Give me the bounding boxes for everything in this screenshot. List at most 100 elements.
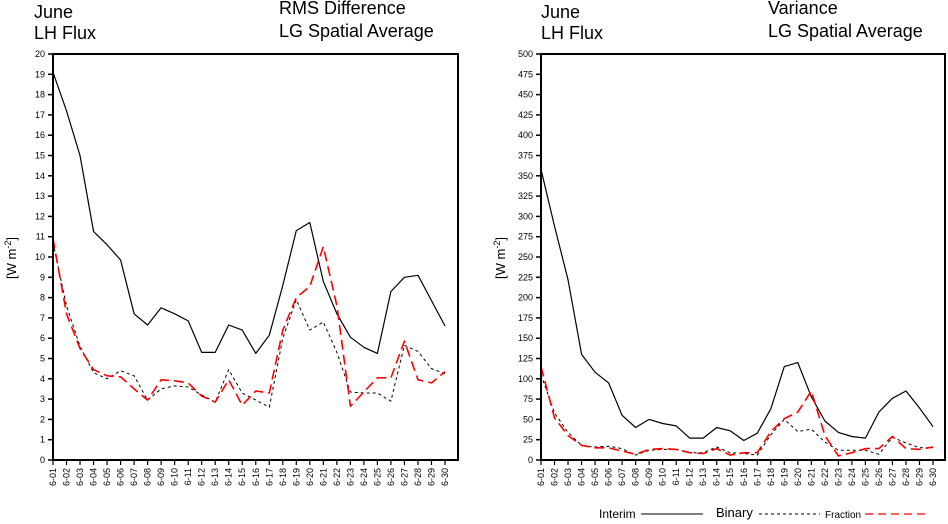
y-tick-label: 25	[523, 435, 533, 445]
x-tick-label: 6-26	[386, 468, 396, 486]
x-tick-label: 6-22	[332, 468, 342, 486]
y-tick-label: 425	[518, 110, 533, 120]
panel-2-title-left-line-1: June	[541, 2, 580, 22]
x-tick-label: 6-19	[291, 468, 301, 486]
x-tick-label: 6-14	[712, 468, 722, 486]
y-tick-label: 50	[523, 414, 533, 424]
panel-1-plot-frame	[52, 53, 459, 461]
series-line-interim	[540, 169, 934, 442]
x-tick-label: 6-18	[766, 468, 776, 486]
y-tick-label: 350	[518, 171, 533, 181]
x-tick-label: 6-01	[48, 468, 58, 486]
series-line-fraction	[540, 366, 934, 457]
x-tick-label: 6-26	[874, 468, 884, 486]
y-tick-label: 275	[518, 232, 533, 242]
y-tick-label: 300	[518, 211, 533, 221]
panel-1-title-right-line-2: LG Spatial Average	[279, 21, 434, 41]
panel-2-title-right-line-1: Variance	[768, 0, 838, 18]
series-line-binary	[52, 242, 446, 408]
x-tick-label: 6-28	[901, 468, 911, 486]
panel-2-plot-frame	[540, 53, 946, 461]
panel-1-ylabel-sup: -2	[3, 241, 13, 249]
x-tick-label: 6-20	[793, 468, 803, 486]
x-tick-label: 6-12	[197, 468, 207, 486]
x-tick-label: 6-29	[914, 468, 924, 486]
x-tick-label: 6-17	[752, 468, 762, 486]
y-tick-label: 12	[35, 211, 45, 221]
x-tick-label: 6-07	[617, 468, 627, 486]
x-tick-label: 6-16	[251, 468, 261, 486]
y-tick-label: 225	[518, 272, 533, 282]
x-tick-label: 6-13	[210, 468, 220, 486]
x-tick-label: 6-15	[237, 468, 247, 486]
x-tick-label: 6-27	[887, 468, 897, 486]
x-tick-label: 6-19	[779, 468, 789, 486]
legend: Interim Binary Fraction	[599, 505, 930, 521]
y-tick-label: 500	[518, 49, 533, 59]
y-tick-label: 475	[518, 69, 533, 79]
y-tick-label: 250	[518, 252, 533, 262]
x-tick-label: 6-03	[563, 468, 573, 486]
panel-1-title-right-line-1: RMS Difference	[279, 0, 406, 18]
x-tick-label: 6-28	[413, 468, 423, 486]
x-tick-label: 6-21	[318, 468, 328, 486]
panel-1-title-left-line-2: LH Flux	[34, 23, 96, 43]
legend-label-interim: Interim	[599, 507, 636, 521]
y-tick-label: 175	[518, 313, 533, 323]
y-tick-label: 11	[36, 232, 45, 242]
y-tick-label: 15	[35, 151, 45, 161]
x-tick-label: 6-01	[536, 468, 546, 486]
panel-1-ylabel-base: [W m	[4, 249, 19, 279]
y-tick-label: 150	[518, 333, 533, 343]
y-tick-label: 5	[40, 354, 45, 364]
y-tick-label: 13	[35, 191, 45, 201]
series-line-binary	[540, 374, 933, 456]
panel-1-ylabel-end: ]	[4, 237, 19, 241]
y-tick-label: 400	[518, 130, 533, 140]
x-tick-label: 6-03	[75, 468, 85, 486]
y-tick-label: 14	[35, 171, 45, 181]
x-tick-label: 6-20	[305, 468, 315, 486]
panel-1-title-left-line-1: June	[34, 2, 73, 22]
panel-rms-difference: June LH Flux RMS Difference LG Spatial A…	[3, 0, 459, 486]
x-tick-label: 6-29	[426, 468, 436, 486]
x-tick-label: 6-11	[671, 468, 681, 485]
x-tick-label: 6-02	[62, 468, 72, 486]
y-tick-label: 375	[518, 151, 533, 161]
y-tick-label: 9	[40, 272, 45, 282]
y-tick-label: 10	[35, 252, 45, 262]
x-tick-label: 6-09	[156, 468, 166, 486]
x-tick-label: 6-13	[698, 468, 708, 486]
x-tick-label: 6-17	[264, 468, 274, 486]
x-tick-label: 6-14	[224, 468, 234, 486]
y-tick-label: 19	[35, 69, 45, 79]
legend-label-binary: Binary	[716, 505, 753, 520]
y-tick-label: 200	[518, 293, 533, 303]
y-tick-label: 4	[40, 374, 45, 384]
x-tick-label: 6-30	[440, 468, 450, 486]
y-tick-label: 125	[518, 354, 533, 364]
panel-2-ticks: 0 25 50 75 100 125 150 175 200 225 250 275 300 325 350…	[518, 49, 938, 486]
x-tick-label: 6-05	[102, 468, 112, 486]
x-tick-label: 6-04	[89, 468, 99, 486]
x-tick-label: 6-22	[820, 468, 830, 486]
x-tick-label: 6-24	[847, 468, 857, 486]
panel-2-series	[540, 169, 934, 457]
panel-2-title-right-line-2: LG Spatial Average	[768, 21, 923, 41]
svg-text:[W m-2]: [W m-2]	[492, 237, 508, 279]
y-tick-label: 75	[523, 394, 533, 404]
x-tick-label: 6-25	[860, 468, 870, 486]
panel-1-series	[52, 72, 446, 408]
series-line-fraction	[52, 238, 446, 408]
x-tick-label: 6-23	[833, 468, 843, 486]
x-tick-label: 6-15	[725, 468, 735, 486]
panel-2-ylabel-sup: -2	[492, 241, 502, 249]
svg-text:[W m-2]: [W m-2]	[3, 237, 19, 279]
y-tick-label: 20	[35, 49, 45, 59]
y-tick-label: 100	[518, 374, 533, 384]
x-tick-label: 6-25	[372, 468, 382, 486]
x-tick-label: 6-27	[399, 468, 409, 486]
x-tick-label: 6-21	[806, 468, 816, 486]
y-tick-label: 2	[40, 414, 45, 424]
